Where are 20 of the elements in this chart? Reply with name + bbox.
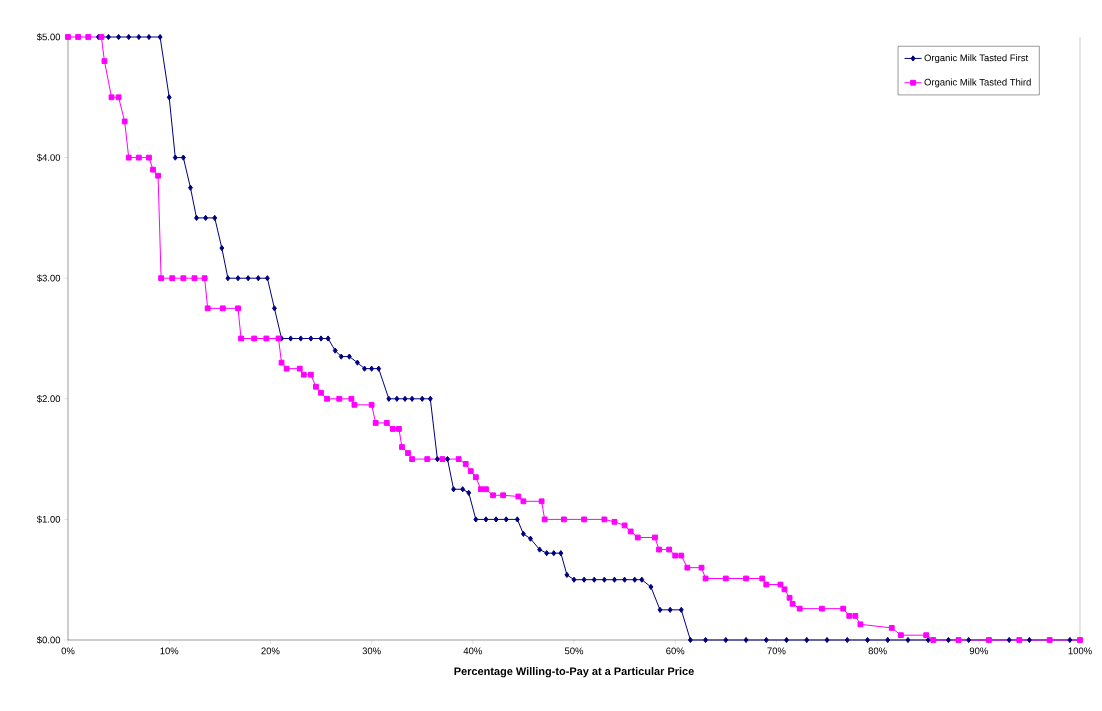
x-tick-label: 100% <box>1068 647 1092 655</box>
y-tick-label: $3.00 <box>36 274 61 283</box>
y-tick-label: $4.00 <box>36 153 61 162</box>
x-tick-label: 60% <box>666 647 685 655</box>
y-tick-label: $0.00 <box>36 636 61 644</box>
x-tick-label: 20% <box>261 647 280 655</box>
x-tick-label: 0% <box>61 647 75 655</box>
x-tick-label: 50% <box>564 647 584 655</box>
x-tick-label: 80% <box>868 647 887 655</box>
legend-label: Organic Milk Tasted Third <box>924 78 1031 88</box>
x-tick-label: 70% <box>767 647 786 655</box>
x-tick-label: 40% <box>463 647 482 655</box>
x-axis-title: Percentage Willing-to-Pay at a Particular Price <box>454 667 694 678</box>
y-tick-label: $1.00 <box>36 515 61 524</box>
y-tick-label: $5.00 <box>36 33 61 41</box>
legend-label: Organic Milk Tasted First <box>924 54 1029 64</box>
y-tick-label: $2.00 <box>36 394 61 403</box>
x-tick-label: 90% <box>969 647 988 655</box>
x-tick-label: 30% <box>362 647 381 655</box>
x-tick-label: 10% <box>160 647 179 655</box>
